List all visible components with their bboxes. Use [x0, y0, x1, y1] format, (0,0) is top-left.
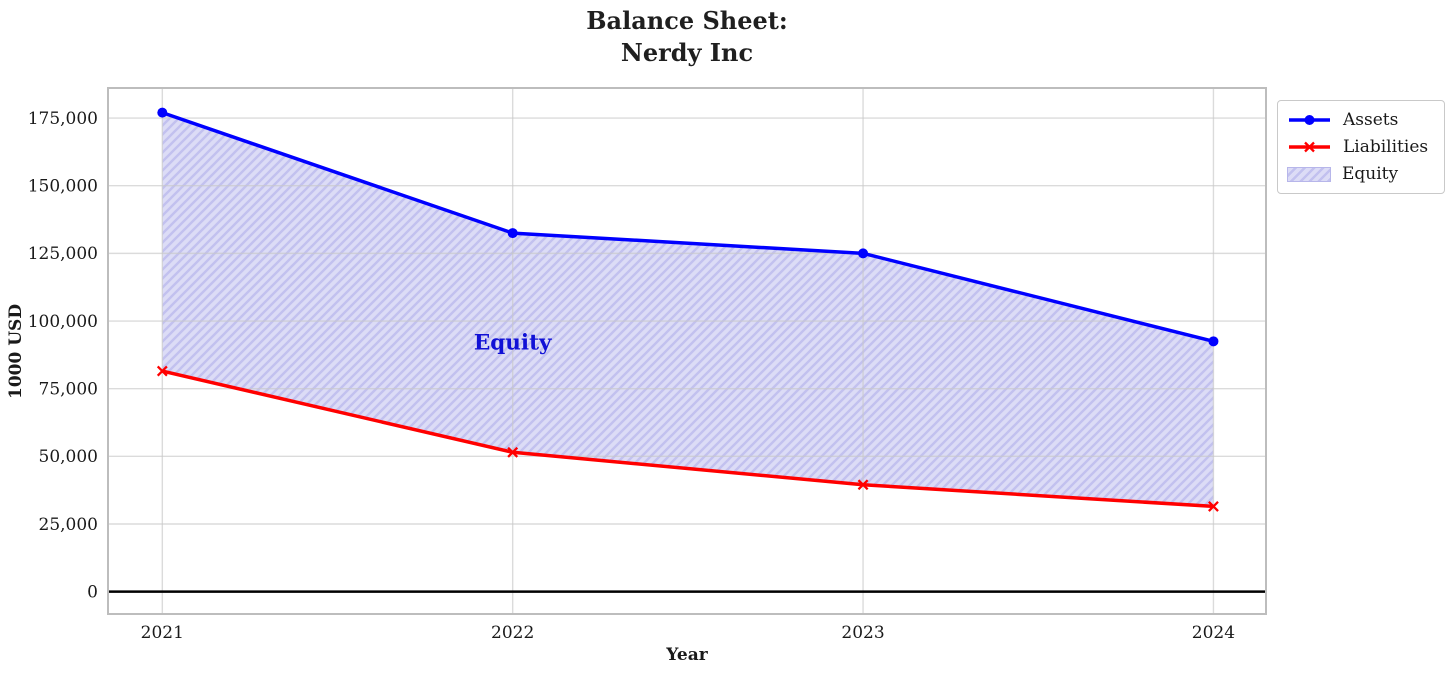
assets-line-swatch — [1287, 112, 1332, 128]
y-tick-label: 150,000 — [28, 176, 98, 196]
liabilities-marker — [1208, 501, 1219, 512]
x-tick-label: 2023 — [841, 623, 884, 643]
y-tick-label: 50,000 — [39, 447, 98, 467]
y-tick-label: 25,000 — [39, 515, 98, 535]
y-tick-label: 0 — [87, 582, 98, 602]
x-tick-label: 2024 — [1192, 623, 1235, 643]
x-axis-label: Year — [666, 645, 708, 665]
legend-label-assets: Assets — [1343, 110, 1399, 130]
equity-fill-area — [162, 112, 1214, 507]
assets-marker — [507, 228, 518, 239]
liabilities-marker — [156, 365, 168, 377]
x-tick-label: 2022 — [491, 623, 534, 643]
legend-item-assets: Assets — [1287, 107, 1434, 133]
legend: Assets Liabilities Equity — [1277, 100, 1445, 194]
assets-line — [161, 110, 1214, 344]
liabilities-marker — [507, 446, 519, 458]
legend-label-equity: Equity — [1342, 164, 1399, 184]
y-tick-label: 100,000 — [28, 312, 98, 332]
y-tick-label: 125,000 — [28, 244, 98, 264]
legend-item-liabilities: Liabilities — [1287, 134, 1434, 160]
equity-annotation: Equity — [474, 331, 552, 356]
legend-label-liabilities: Liabilities — [1343, 137, 1429, 157]
chart-title-line2: Nerdy Inc — [620, 38, 754, 67]
assets-marker — [157, 107, 168, 118]
plot-layer: 0 25,000 50,000 75,000 100,000 125,000 150,000… — [28, 87, 1267, 643]
y-tick-label: 175,000 — [28, 109, 98, 129]
chart-title-line1: Balance Sheet: — [586, 6, 788, 35]
assets-marker — [1208, 336, 1219, 347]
plot-border — [107, 87, 1267, 615]
liabilities-line — [161, 369, 1214, 509]
liabilities-marker — [857, 479, 869, 491]
legend-item-equity: Equity — [1287, 161, 1434, 187]
chart-title: Balance Sheet: Nerdy Inc — [108, 5, 1266, 69]
x-tick-label: 2021 — [141, 623, 184, 643]
equity-patch-swatch — [1287, 166, 1331, 182]
liabilities-line-swatch — [1287, 139, 1332, 155]
assets-marker — [858, 248, 869, 259]
y-tick-label: 75,000 — [39, 379, 98, 399]
